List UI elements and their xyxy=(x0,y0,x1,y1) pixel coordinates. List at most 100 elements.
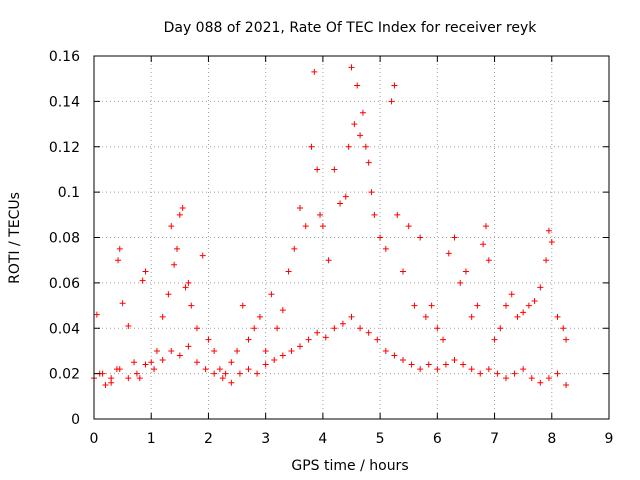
data-point xyxy=(400,268,406,275)
data-point xyxy=(354,82,361,89)
data-point xyxy=(133,370,140,377)
data-point xyxy=(351,121,358,128)
data-point xyxy=(331,325,338,332)
data-point xyxy=(442,361,449,368)
data-point xyxy=(314,329,321,336)
data-point xyxy=(314,166,321,173)
data-point xyxy=(377,234,384,241)
data-point xyxy=(194,359,200,366)
y-tick-labels: 0 0.02 0.04 0.06 0.08 0.1 0.12 0.14 0.16 xyxy=(49,49,80,428)
y-tick-label: 0.04 xyxy=(49,321,80,337)
data-point xyxy=(391,352,398,359)
data-point xyxy=(305,336,312,343)
data-point xyxy=(254,370,261,377)
data-point xyxy=(297,343,303,350)
data-point xyxy=(348,313,355,320)
data-point xyxy=(374,336,381,343)
data-point xyxy=(279,352,286,359)
data-point xyxy=(262,347,269,354)
data-point xyxy=(245,366,252,373)
data-point xyxy=(239,302,246,309)
data-point xyxy=(520,366,527,373)
data-point xyxy=(391,82,398,89)
data-point xyxy=(116,245,123,252)
data-point xyxy=(440,336,447,343)
data-point xyxy=(159,313,166,320)
data-point xyxy=(159,357,166,364)
data-point xyxy=(331,166,338,173)
data-point xyxy=(148,359,155,366)
x-tick-label: 8 xyxy=(547,431,556,447)
data-point xyxy=(176,211,183,218)
data-point xyxy=(116,366,123,373)
data-point xyxy=(125,322,132,329)
data-point xyxy=(131,359,138,366)
data-point xyxy=(125,375,132,382)
data-point xyxy=(545,375,552,382)
data-point xyxy=(357,325,364,332)
y-tick-label: 0.1 xyxy=(58,185,80,201)
data-point xyxy=(245,336,252,343)
data-point xyxy=(322,334,329,341)
data-point xyxy=(477,370,484,377)
data-point xyxy=(168,347,175,354)
data-point xyxy=(563,336,570,343)
x-tick-label: 3 xyxy=(261,431,270,447)
data-point xyxy=(525,302,532,309)
data-point xyxy=(394,211,401,218)
data-point xyxy=(171,261,178,268)
y-tick-label: 0.02 xyxy=(49,367,80,383)
data-points xyxy=(91,64,570,388)
data-point xyxy=(179,205,186,212)
data-point xyxy=(480,241,487,248)
y-tick-label: 0 xyxy=(71,412,80,428)
data-point xyxy=(537,379,544,386)
y-tick-label: 0.16 xyxy=(49,49,80,65)
data-point xyxy=(139,277,146,284)
data-point xyxy=(365,159,372,166)
data-point xyxy=(411,302,418,309)
data-point xyxy=(194,325,200,332)
data-point xyxy=(99,370,106,377)
data-point xyxy=(400,357,406,364)
data-point xyxy=(205,336,212,343)
data-point xyxy=(462,268,469,275)
data-point xyxy=(211,370,218,377)
data-point xyxy=(405,223,412,230)
x-tick-label: 0 xyxy=(90,431,99,447)
data-point xyxy=(494,370,501,377)
data-point xyxy=(271,357,278,364)
x-tick-label: 6 xyxy=(433,431,442,447)
data-point xyxy=(142,268,149,275)
data-point xyxy=(468,313,475,320)
data-point xyxy=(285,268,292,275)
data-point xyxy=(554,370,561,377)
data-point xyxy=(219,375,226,382)
data-point xyxy=(216,366,223,373)
data-point xyxy=(302,223,309,230)
data-point xyxy=(365,329,372,336)
data-point xyxy=(339,320,346,327)
data-point xyxy=(256,313,263,320)
data-point xyxy=(153,347,160,354)
data-point xyxy=(528,375,535,382)
y-tick-label: 0.06 xyxy=(49,276,80,292)
axis-ticks xyxy=(93,55,610,420)
x-tick-label: 1 xyxy=(147,431,156,447)
data-point xyxy=(560,325,567,332)
data-point xyxy=(211,347,218,354)
data-point xyxy=(102,381,109,388)
data-point xyxy=(511,370,518,377)
y-tick-label: 0.14 xyxy=(49,94,80,110)
data-point xyxy=(108,379,115,386)
data-point xyxy=(428,302,435,309)
data-point xyxy=(176,352,183,359)
data-point xyxy=(408,361,415,368)
data-point xyxy=(474,302,481,309)
data-point xyxy=(482,223,489,230)
data-point xyxy=(228,379,235,386)
data-point xyxy=(368,189,375,196)
data-point xyxy=(531,298,538,305)
data-point xyxy=(279,307,286,314)
